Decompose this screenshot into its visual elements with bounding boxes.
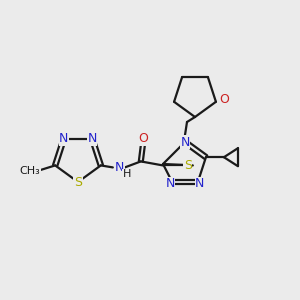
Text: N: N	[59, 132, 69, 145]
Text: CH₃: CH₃	[20, 167, 40, 176]
Text: S: S	[184, 159, 192, 172]
Text: N: N	[115, 161, 124, 174]
Text: N: N	[195, 177, 205, 190]
Text: S: S	[74, 176, 82, 188]
Text: N: N	[87, 132, 97, 145]
Text: N: N	[165, 177, 175, 190]
Text: N: N	[180, 136, 190, 148]
Text: O: O	[138, 132, 148, 145]
Text: O: O	[219, 93, 229, 106]
Text: H: H	[123, 169, 131, 179]
